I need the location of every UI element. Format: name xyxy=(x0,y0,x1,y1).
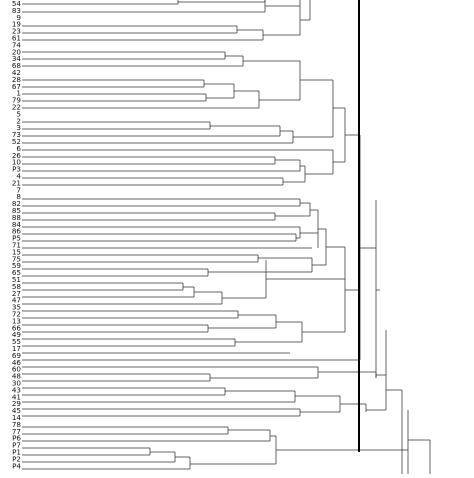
leaf-label: 73 xyxy=(12,130,21,139)
link xyxy=(22,366,386,382)
link xyxy=(22,51,300,67)
leaf-label: 29 xyxy=(12,399,22,408)
leaf-label: 28 xyxy=(12,75,22,84)
leaf-label: 13 xyxy=(12,316,21,325)
leaf-label: 48 xyxy=(12,372,22,381)
leaf-label: 79 xyxy=(12,96,22,105)
leaf-label: 15 xyxy=(12,247,21,256)
link xyxy=(22,108,360,186)
leaf-label: 42 xyxy=(12,68,21,77)
leaf-label: P2 xyxy=(12,454,21,463)
link xyxy=(22,61,333,109)
link xyxy=(22,0,311,41)
leaf-label: 51 xyxy=(12,275,21,284)
leaf-label: 3 xyxy=(16,123,21,132)
leaf-label: 49 xyxy=(12,330,22,339)
leaf-label: 14 xyxy=(12,413,22,422)
link xyxy=(22,247,360,347)
leaf-label: 86 xyxy=(12,227,22,236)
leaf-label: P7 xyxy=(12,441,21,450)
leaf-label: 4 xyxy=(16,172,21,181)
link xyxy=(22,198,318,221)
dendrogram-links xyxy=(22,0,431,474)
leaf-label: 17 xyxy=(12,344,21,353)
leaf-label: P5 xyxy=(12,234,21,243)
leaf-label: 85 xyxy=(12,206,21,215)
leaf-label: 19 xyxy=(12,20,22,29)
leaf-label: 66 xyxy=(12,323,22,332)
leaf-label: 74 xyxy=(12,40,22,49)
leaf-label: 21 xyxy=(12,178,21,187)
leaf-label: 5 xyxy=(16,109,21,118)
leaf-label: 41 xyxy=(12,392,21,401)
leaf-label: 6 xyxy=(16,144,21,153)
leaf-label: 55 xyxy=(12,337,21,346)
leaf-label: 10 xyxy=(12,158,22,167)
leaf-label: 59 xyxy=(12,261,22,270)
leaf-label: 35 xyxy=(12,303,21,312)
link xyxy=(22,229,345,277)
leaf-label: 88 xyxy=(12,213,22,222)
link xyxy=(22,0,301,13)
leaf-label: 30 xyxy=(12,379,22,388)
leaf-label: 84 xyxy=(12,220,22,229)
leaf-label: 52 xyxy=(12,137,21,146)
leaf-label: P4 xyxy=(12,461,21,470)
leaf-label: 77 xyxy=(12,427,21,436)
leaf-label: 61 xyxy=(12,34,21,43)
leaf-label: 26 xyxy=(12,151,22,160)
link xyxy=(22,0,266,5)
leaf-label: 7 xyxy=(16,185,21,194)
leaf-label: P1 xyxy=(12,448,21,457)
link xyxy=(22,330,402,417)
leaf-label: 23 xyxy=(12,27,21,36)
link xyxy=(22,80,345,144)
leaf-label: 20 xyxy=(12,47,22,56)
leaf-label: 9 xyxy=(16,13,21,22)
leaf-label: 71 xyxy=(12,241,21,250)
leaf-label: 72 xyxy=(12,310,21,319)
link xyxy=(22,260,345,305)
leaf-label: 1 xyxy=(16,89,21,98)
leaf-label: 82 xyxy=(12,199,21,208)
leaf-label: 8 xyxy=(16,192,21,201)
leaf-label: 54 xyxy=(12,0,22,8)
leaf-label: 83 xyxy=(12,6,21,15)
leaf-label: P6 xyxy=(12,434,21,443)
leaf-label: 22 xyxy=(12,103,21,112)
leaf-label: 65 xyxy=(12,268,21,277)
leaf-label: 60 xyxy=(12,365,22,374)
leaf-label: 34 xyxy=(12,54,22,63)
leaf-label: 69 xyxy=(12,351,22,360)
link xyxy=(22,426,276,442)
leaf-label: 47 xyxy=(12,296,21,305)
leaf-label: 27 xyxy=(12,289,21,298)
leaf-label: 68 xyxy=(12,61,22,70)
leaf-label: 43 xyxy=(12,385,21,394)
leaf-label: 78 xyxy=(12,420,22,429)
leaf-label: 46 xyxy=(12,358,22,367)
leaf-label: 67 xyxy=(12,82,21,91)
leaf-label: 45 xyxy=(12,406,21,415)
leaf-label: P3 xyxy=(12,165,21,174)
link xyxy=(22,390,431,474)
link xyxy=(22,210,326,249)
leaf-labels: 5483919236174203468422867179225237352626… xyxy=(12,0,22,470)
leaf-label: 58 xyxy=(12,282,22,291)
leaf-label: 75 xyxy=(12,254,21,263)
leaf-label: 2 xyxy=(16,116,21,125)
